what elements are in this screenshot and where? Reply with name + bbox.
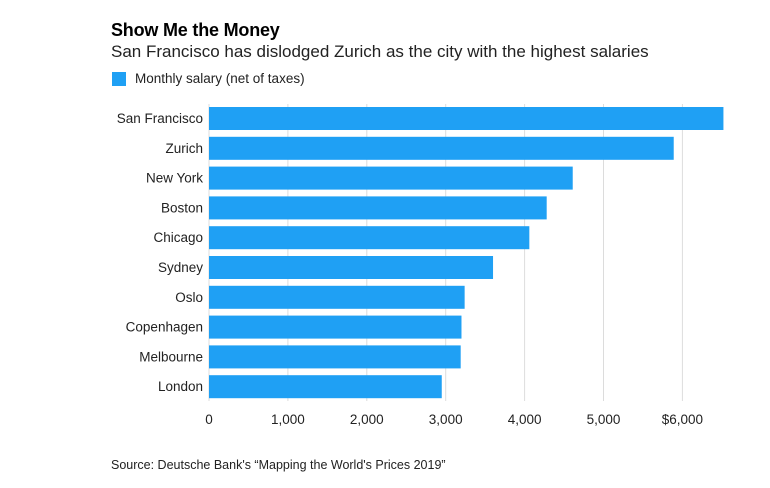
x-tick-label: $6,000 [662, 412, 703, 427]
y-tick-label: Chicago [153, 230, 203, 245]
bar [209, 256, 494, 279]
y-tick-label: Zurich [165, 141, 203, 156]
bar [209, 285, 465, 309]
bar [209, 375, 442, 399]
legend-label: Monthly salary (net of taxes) [135, 71, 305, 86]
y-tick-label: San Francisco [117, 111, 203, 126]
legend: Monthly salary (net of taxes) [112, 71, 305, 86]
x-tick-label: 1,000 [271, 412, 305, 427]
y-tick-label: London [158, 379, 203, 394]
bar [209, 226, 530, 250]
y-tick-label: New York [146, 171, 203, 186]
y-tick-label: Oslo [175, 290, 203, 305]
y-tick-label: Melbourne [139, 349, 203, 364]
bar [209, 166, 573, 190]
bar [209, 315, 462, 339]
source-note: Source: Deutsche Bank's “Mapping the Wor… [111, 458, 446, 472]
x-tick-label: 5,000 [587, 412, 621, 427]
bar [209, 196, 547, 220]
chart-subtitle: San Francisco has dislodged Zurich as th… [111, 42, 649, 61]
x-tick-label: 4,000 [508, 412, 542, 427]
bar [209, 136, 674, 160]
y-tick-label: Boston [161, 200, 203, 215]
bar [209, 345, 461, 369]
y-tick-label: Sydney [158, 260, 203, 275]
x-tick-label: 0 [205, 412, 213, 427]
chart-title: Show Me the Money [111, 20, 280, 40]
legend-swatch [112, 71, 126, 86]
x-tick-label: 2,000 [350, 412, 384, 427]
x-tick-label: 3,000 [429, 412, 463, 427]
y-tick-label: Copenhagen [126, 320, 203, 335]
bar [209, 107, 724, 130]
